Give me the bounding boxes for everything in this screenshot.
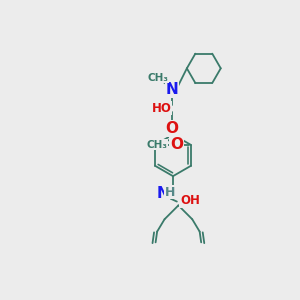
Text: HO: HO <box>152 102 171 115</box>
Text: OH: OH <box>180 194 200 207</box>
Text: O: O <box>170 137 183 152</box>
Text: CH₃: CH₃ <box>147 140 168 150</box>
Text: O: O <box>166 121 179 136</box>
Text: CH₃: CH₃ <box>148 73 169 82</box>
Text: N: N <box>166 82 178 98</box>
Text: N: N <box>157 186 169 201</box>
Text: H: H <box>165 186 175 199</box>
